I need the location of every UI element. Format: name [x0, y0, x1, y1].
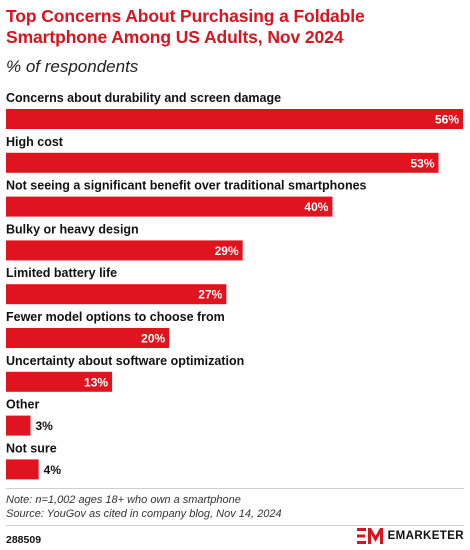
bar — [6, 328, 170, 348]
chart-subtitle: % of respondents — [6, 57, 139, 76]
chart-title: Top Concerns About Purchasing a Foldable… — [6, 6, 365, 47]
chart-id: 288509 — [6, 534, 42, 546]
value-label: 29% — [215, 244, 239, 258]
value-label: 56% — [435, 113, 459, 127]
category-label: Concerns about durability and screen dam… — [6, 91, 281, 105]
bar — [6, 196, 333, 217]
bar — [6, 459, 39, 480]
bar — [6, 415, 31, 436]
bar — [6, 109, 463, 129]
category-label: High cost — [6, 135, 64, 149]
category-label: Fewer model options to choose from — [6, 310, 225, 324]
category-label: Bulky or heavy design — [6, 222, 139, 236]
bar-chart: Concerns about durability and screen dam… — [0, 84, 470, 484]
value-label: 3% — [35, 419, 53, 433]
category-label: Other — [6, 398, 39, 412]
footer-divider-bottom — [6, 525, 464, 526]
bar — [6, 152, 439, 173]
category-label: Not sure — [6, 441, 57, 455]
footer-note: Note: n=1,002 ages 18+ who own a smartph… — [6, 494, 241, 506]
brand: EMARKETER — [356, 528, 464, 544]
value-label: 40% — [304, 200, 328, 214]
category-label: Limited battery life — [6, 266, 117, 280]
bar — [6, 371, 113, 392]
footer-source: Source: YouGov as cited in company blog,… — [6, 508, 282, 520]
bar — [6, 284, 227, 305]
category-label: Not seeing a significant benefit over tr… — [6, 179, 367, 193]
value-label: 27% — [198, 288, 222, 302]
category-label: Uncertainty about software optimization — [6, 354, 244, 368]
value-label: 4% — [44, 463, 62, 477]
bar-chart-svg: Concerns about durability and screen dam… — [6, 91, 463, 480]
brand-name: EMARKETER — [387, 530, 464, 542]
bar — [6, 240, 243, 261]
value-label: 20% — [141, 332, 165, 346]
value-label: 13% — [84, 375, 108, 389]
emarketer-logo-icon — [356, 528, 383, 544]
footer-divider — [6, 488, 464, 489]
value-label: 53% — [410, 156, 434, 170]
